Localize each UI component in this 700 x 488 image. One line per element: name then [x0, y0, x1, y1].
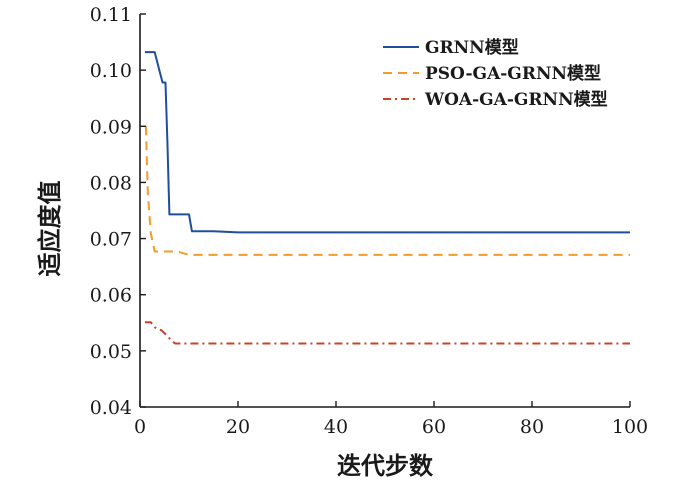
legend-label-1: GRNN模型: [425, 37, 519, 58]
y-tick-label: 0.10: [90, 60, 132, 82]
y-tick-label: 0.05: [90, 341, 132, 363]
x-tick-label: 20: [226, 416, 250, 438]
y-tick-label: 0.09: [90, 116, 132, 138]
x-tick-label: 100: [612, 416, 648, 438]
y-tick-label: 0.07: [90, 229, 132, 251]
x-ticks: 0 20 40 60 80 100: [134, 401, 648, 438]
legend-label-3: WOA-GA-GRNN模型: [424, 89, 608, 110]
x-tick-label: 80: [520, 416, 544, 438]
x-tick-label: 0: [134, 416, 146, 438]
axes: [139, 14, 630, 408]
x-tick-label: 60: [422, 416, 446, 438]
x-tick-label: 40: [324, 416, 348, 438]
y-tick-label: 0.11: [90, 4, 132, 26]
y-tick-label: 0.04: [90, 397, 132, 419]
series-line-2: [144, 126, 630, 256]
y-tick-label: 0.08: [90, 172, 132, 194]
series-layer: [144, 51, 630, 345]
legend-label-2: PSO-GA-GRNN模型: [425, 63, 601, 84]
y-axis-title: 适应度值: [35, 181, 64, 277]
legend: GRNN模型 PSO-GA-GRNN模型 WOA-GA-GRNN模型: [383, 37, 608, 110]
y-tick-label: 0.06: [90, 285, 132, 307]
series-line-1: [144, 51, 630, 234]
x-axis-title: 迭代步数: [337, 451, 434, 480]
series-line-3: [144, 321, 630, 345]
y-ticks: 0.04 0.05 0.06 0.07 0.08 0.09 0.10 0.11: [90, 4, 146, 419]
